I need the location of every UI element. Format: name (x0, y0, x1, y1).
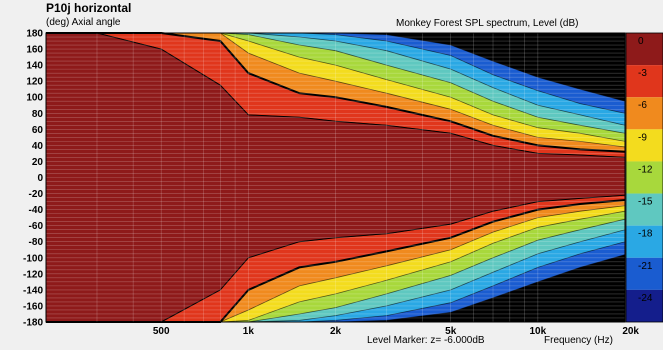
colorbar-swatch (626, 289, 663, 322)
colorbar-swatch (626, 97, 663, 130)
colorbar-tick-label: -9 (638, 132, 647, 143)
y-tick-label: -40 (29, 205, 44, 216)
colorbar-swatch (626, 129, 663, 162)
colorbar-tick-label: -18 (638, 229, 653, 240)
x-tick-label: 1k (243, 326, 255, 337)
level-marker-label: Level Marker: z= -6.000dB (367, 335, 485, 346)
y-tick-label: -100 (23, 253, 43, 264)
y-tick-label: 20 (32, 157, 44, 168)
y-tick-label: -120 (23, 269, 43, 280)
chart-title: P10j horizontal (46, 1, 132, 15)
y-tick-label: 160 (26, 45, 43, 56)
y-tick-label: -140 (23, 285, 43, 296)
x-tick-label: 2k (330, 326, 342, 337)
x-axis-label: Frequency (Hz) (544, 335, 613, 346)
colorbar-tick-label: -3 (638, 68, 647, 79)
y-tick-label: -60 (29, 221, 44, 232)
y-tick-label: 140 (26, 61, 43, 72)
y-tick-label: -20 (29, 189, 44, 200)
colorbar-frame (625, 32, 663, 323)
x-tick-label: 10k (530, 326, 547, 337)
colorbar-tick-label: -12 (638, 164, 653, 175)
x-tick-label: 5k (445, 326, 457, 337)
plot-frame (45, 32, 626, 323)
colorbar-tick-label: -15 (638, 197, 653, 208)
y-tick-label: 80 (32, 109, 44, 120)
x-tick-label: 500 (153, 326, 170, 337)
colorbar-tick-label: 0 (638, 36, 644, 47)
colorbar-tick-label: -21 (638, 261, 653, 272)
y-tick-label: 180 (26, 29, 43, 40)
colorbar-swatch (626, 161, 663, 194)
y-tick-label: -180 (23, 318, 43, 329)
x-tick-label: 20k (622, 326, 639, 337)
y-tick-label: 120 (26, 77, 43, 88)
y-tick-label: 0 (37, 173, 43, 184)
y-tick-label: -80 (29, 237, 44, 248)
y-tick-label: 40 (32, 141, 44, 152)
y-tick-label: -160 (23, 301, 43, 312)
colorbar-swatch (626, 257, 663, 290)
colorbar-tick-label: -24 (638, 293, 653, 304)
y-tick-label: 60 (32, 125, 44, 136)
grid-lines (46, 32, 625, 323)
colorbar-swatch (626, 33, 663, 66)
colorbar-swatch (626, 65, 663, 98)
y-tick-label: 100 (26, 93, 43, 104)
chart-subtitle: Monkey Forest SPL spectrum, Level (dB) (396, 18, 579, 29)
colorbar-swatch (626, 225, 663, 258)
y-axis-label: (deg) Axial angle (46, 17, 121, 28)
colorbar-tick-label: -6 (638, 100, 647, 111)
colorbar-swatch (626, 193, 663, 226)
